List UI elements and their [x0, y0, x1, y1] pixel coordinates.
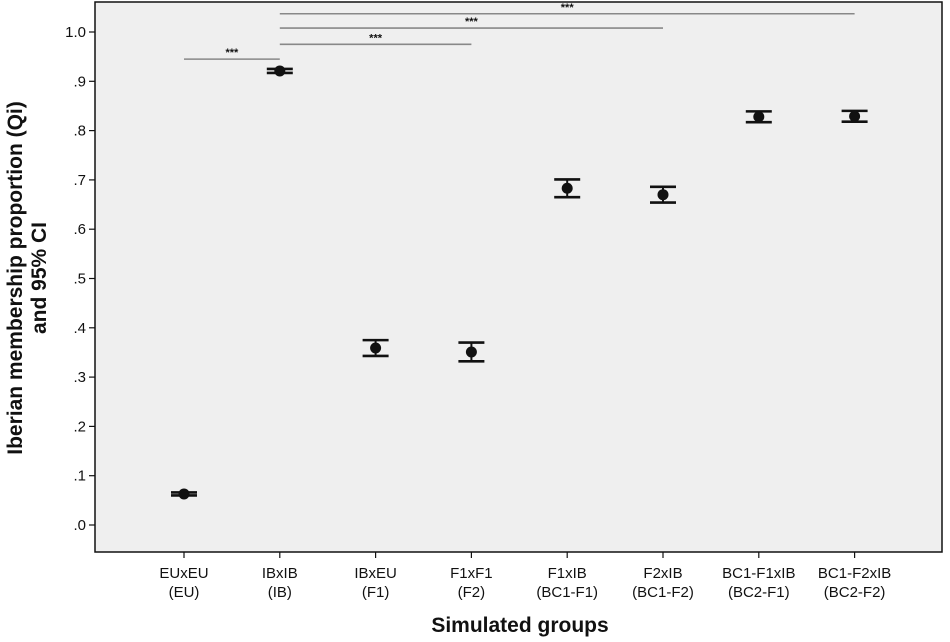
- mean-marker: [753, 111, 765, 123]
- x-tick-label-line-1: F2xIB: [643, 565, 682, 582]
- x-tick-label-line-1: BC1-F2xIB: [818, 565, 891, 582]
- x-tick-label-line-2: (F1): [362, 584, 390, 601]
- x-tick-label-line-2: (IB): [268, 584, 292, 601]
- data-markers: [171, 65, 868, 500]
- x-tick-label-line-1: IBxIB: [262, 565, 298, 582]
- y-tick-label: .0: [73, 517, 86, 534]
- mean-marker: [274, 65, 286, 77]
- significance-brackets: *** *** *** ***: [184, 2, 855, 60]
- y-tick-label: .1: [73, 468, 86, 485]
- significance-label: ***: [225, 47, 239, 59]
- y-tick-label: .6: [73, 221, 86, 238]
- x-tick-label-line-2: (BC1-F1): [536, 584, 598, 601]
- x-tick-label-line-1: IBxEU: [354, 565, 397, 582]
- x-tick-label-line-2: (BC2-F1): [728, 584, 790, 601]
- x-tick-label-line-2: (EU): [169, 584, 200, 601]
- x-tick-label-line-2: (F2): [458, 584, 486, 601]
- x-axis: EUxEU (EU) IBxIB (IB) IBxEU (F1) F1xF1 (F2) F1xI…: [159, 552, 891, 601]
- y-axis: .0 .1 .2 .3 .4 .5 .6 .7 .8 .9 1.0: [65, 24, 95, 534]
- x-tick-label-line-1: BC1-F1xIB: [722, 565, 795, 582]
- x-tick-label-line-1: EUxEU: [159, 565, 208, 582]
- y-tick-label: 1.0: [65, 24, 86, 41]
- mean-marker: [849, 110, 861, 122]
- mean-marker: [178, 488, 190, 500]
- x-tick-label-line-1: F1xIB: [548, 565, 587, 582]
- significance-label: ***: [561, 2, 575, 14]
- y-tick-label: .4: [73, 320, 86, 337]
- y-axis-title-line-1: Iberian membership proportion (Qi): [4, 101, 27, 455]
- y-tick-label: .9: [73, 73, 86, 90]
- x-tick-label-line-2: (BC1-F2): [632, 584, 694, 601]
- y-tick-label: .7: [73, 172, 86, 189]
- mean-marker: [465, 346, 477, 358]
- y-tick-label: .8: [73, 123, 86, 140]
- y-tick-label: .2: [73, 418, 86, 435]
- y-axis-title-line-2: and 95% CI: [28, 222, 51, 334]
- significance-label: ***: [465, 16, 479, 28]
- y-tick-label: .3: [73, 369, 86, 386]
- mean-marker: [370, 342, 382, 354]
- x-axis-title: Simulated groups: [431, 614, 608, 637]
- significance-label: ***: [369, 32, 383, 44]
- x-tick-label-line-1: F1xF1: [450, 565, 493, 582]
- mean-marker: [561, 182, 573, 194]
- x-tick-label-line-2: (BC2-F2): [824, 584, 886, 601]
- y-tick-label: .5: [73, 271, 86, 288]
- mean-marker: [657, 189, 669, 201]
- plot-area: [94, 1, 943, 553]
